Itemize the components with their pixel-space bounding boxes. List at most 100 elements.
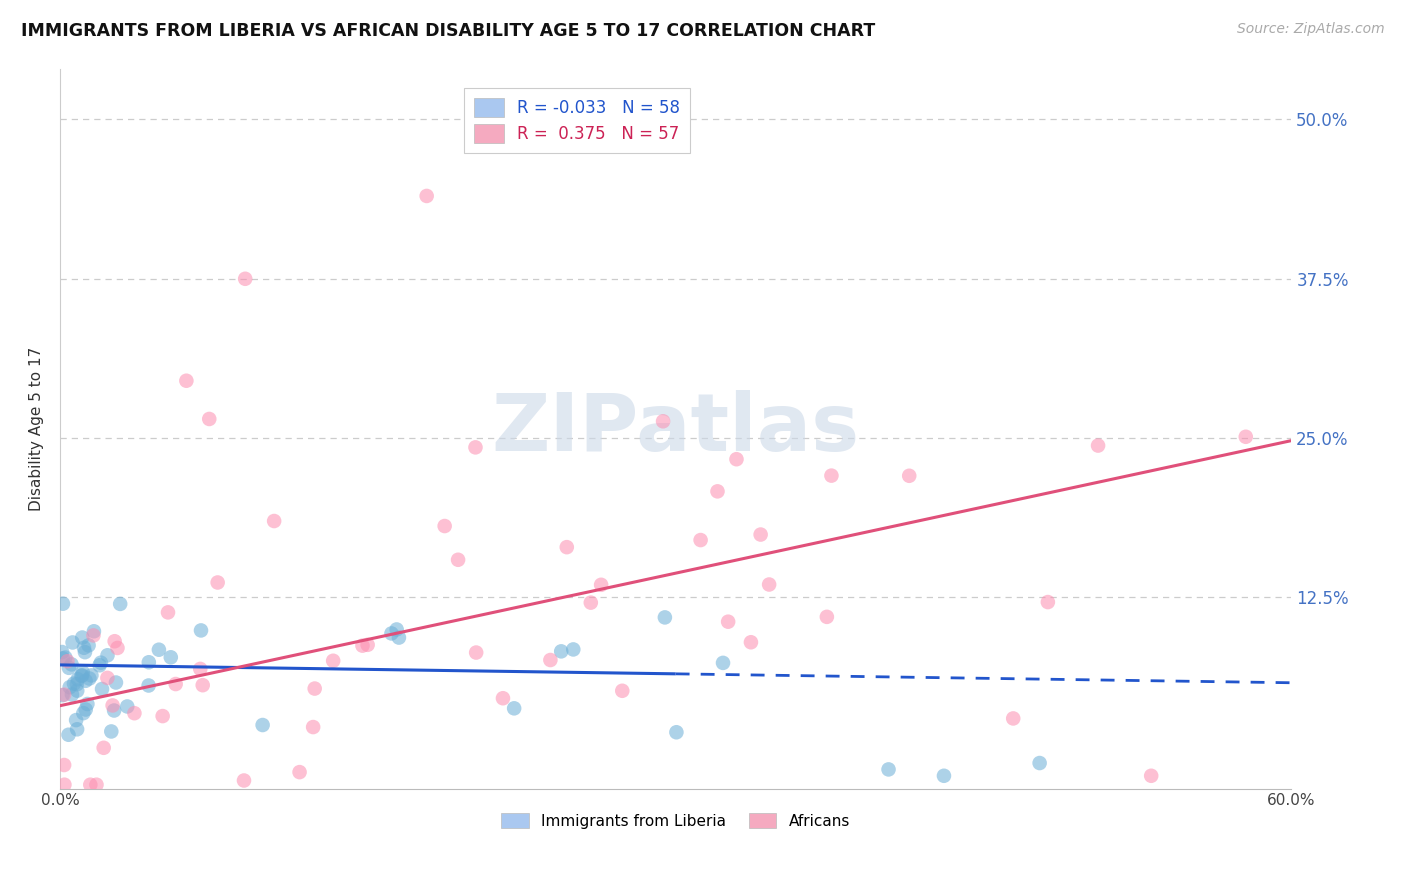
Point	[70, 668, 93, 682]
Point	[152, 709, 174, 723]
Point	[207, 575, 229, 590]
Point	[96, 671, 118, 685]
Point	[56, 654, 79, 668]
Point	[83, 624, 105, 639]
Point	[1087, 439, 1109, 453]
Point	[86, 778, 108, 792]
Point	[555, 540, 578, 554]
Point	[53, 650, 76, 665]
Point	[1028, 756, 1050, 770]
Point	[101, 698, 124, 713]
Y-axis label: Disability Age 5 to 17: Disability Age 5 to 17	[30, 346, 44, 510]
Point	[492, 691, 515, 706]
Point	[138, 655, 160, 669]
Point	[62, 635, 84, 649]
Point	[717, 615, 740, 629]
Point	[612, 683, 634, 698]
Point	[263, 514, 285, 528]
Point	[51, 645, 73, 659]
Point	[538, 653, 561, 667]
Point	[72, 631, 94, 645]
Point	[198, 412, 221, 426]
Point	[53, 778, 76, 792]
Point	[356, 638, 378, 652]
Point	[815, 610, 838, 624]
Point	[51, 688, 73, 702]
Text: Source: ZipAtlas.com: Source: ZipAtlas.com	[1237, 22, 1385, 37]
Point	[52, 597, 75, 611]
Point	[447, 553, 470, 567]
Point	[58, 728, 80, 742]
Point	[1036, 595, 1059, 609]
Point	[652, 414, 675, 428]
Point	[108, 597, 131, 611]
Point	[60, 657, 83, 672]
Point	[725, 452, 748, 467]
Point	[124, 706, 146, 721]
Point	[433, 519, 456, 533]
Point	[711, 656, 734, 670]
Point	[66, 723, 89, 737]
Point	[79, 778, 101, 792]
Point	[75, 702, 97, 716]
Point	[302, 720, 325, 734]
Point	[96, 648, 118, 663]
Point	[665, 725, 688, 739]
Point	[176, 374, 198, 388]
Point	[91, 681, 114, 696]
Legend: Immigrants from Liberia, Africans: Immigrants from Liberia, Africans	[495, 806, 856, 835]
Point	[104, 675, 127, 690]
Point	[138, 679, 160, 693]
Point	[191, 678, 214, 692]
Point	[73, 640, 96, 655]
Point	[1002, 711, 1025, 725]
Point	[252, 718, 274, 732]
Point	[93, 740, 115, 755]
Point	[60, 688, 83, 702]
Point	[188, 662, 211, 676]
Point	[415, 189, 437, 203]
Point	[58, 661, 80, 675]
Point	[758, 577, 780, 591]
Point	[82, 628, 104, 642]
Point	[388, 631, 411, 645]
Point	[706, 484, 728, 499]
Point	[63, 676, 86, 690]
Point	[79, 672, 101, 686]
Point	[66, 683, 89, 698]
Point	[322, 654, 344, 668]
Point	[72, 668, 94, 682]
Point	[66, 672, 89, 686]
Point	[562, 642, 585, 657]
Point	[66, 677, 89, 691]
Point	[591, 578, 613, 592]
Point	[90, 656, 112, 670]
Point	[104, 634, 127, 648]
Point	[107, 640, 129, 655]
Point	[654, 610, 676, 624]
Point	[1234, 430, 1257, 444]
Point	[148, 642, 170, 657]
Point	[100, 724, 122, 739]
Point	[465, 646, 488, 660]
Point	[103, 704, 125, 718]
Point	[288, 765, 311, 780]
Point	[52, 651, 75, 665]
Point	[749, 527, 772, 541]
Point	[159, 650, 181, 665]
Point	[385, 623, 408, 637]
Point	[72, 665, 94, 680]
Text: ZIPatlas: ZIPatlas	[492, 390, 860, 467]
Point	[65, 713, 87, 727]
Point	[53, 758, 76, 772]
Point	[80, 668, 103, 682]
Point	[550, 644, 572, 658]
Point	[156, 606, 179, 620]
Point	[877, 763, 900, 777]
Point	[89, 658, 111, 673]
Point	[1140, 769, 1163, 783]
Point	[503, 701, 526, 715]
Point	[689, 533, 711, 547]
Point	[304, 681, 326, 696]
Point	[740, 635, 762, 649]
